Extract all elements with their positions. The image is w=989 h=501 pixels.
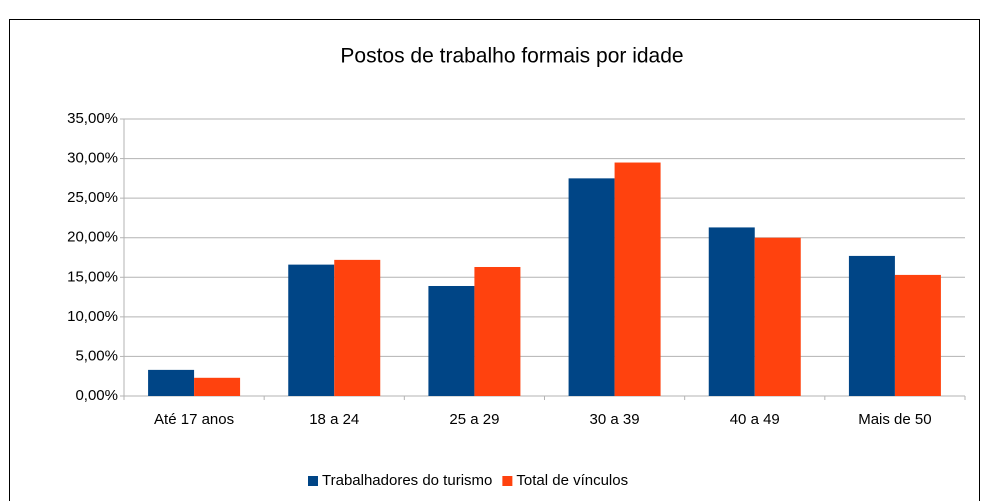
bar (568, 178, 615, 396)
y-tick-label: 15,00% (67, 268, 118, 285)
bar (148, 369, 195, 396)
y-tick-label: 30,00% (67, 150, 118, 167)
bar (848, 255, 895, 396)
bar (474, 266, 521, 396)
bar (894, 274, 941, 396)
legend-swatch (502, 476, 513, 486)
x-tick-label: Até 17 anos (154, 411, 234, 428)
bar (754, 237, 801, 396)
y-tick-label: 5,00% (75, 347, 118, 364)
bar (708, 227, 755, 396)
y-tick-label: 20,00% (67, 229, 118, 246)
x-tick-label: 40 a 49 (730, 411, 780, 428)
bar (614, 162, 661, 396)
bar (194, 377, 241, 396)
legend-swatch (308, 476, 318, 486)
legend-label: Trabalhadores do turismo (322, 472, 492, 489)
legend-label: Total de vínculos (516, 472, 628, 489)
x-tick-label: 30 a 39 (590, 411, 640, 428)
bar (288, 264, 335, 396)
x-tick-label: 18 a 24 (309, 411, 359, 428)
y-tick-label: 10,00% (67, 308, 118, 325)
chart-title: Postos de trabalho formais por idade (340, 45, 683, 68)
y-tick-label: 0,00% (75, 387, 118, 404)
x-tick-label: Mais de 50 (858, 411, 931, 428)
y-tick-label: 35,00% (67, 110, 118, 127)
chart-border (9, 19, 980, 501)
bar (334, 259, 381, 396)
x-tick-label: 25 a 29 (449, 411, 499, 428)
y-tick-label: 25,00% (67, 189, 118, 206)
bar (428, 285, 475, 396)
